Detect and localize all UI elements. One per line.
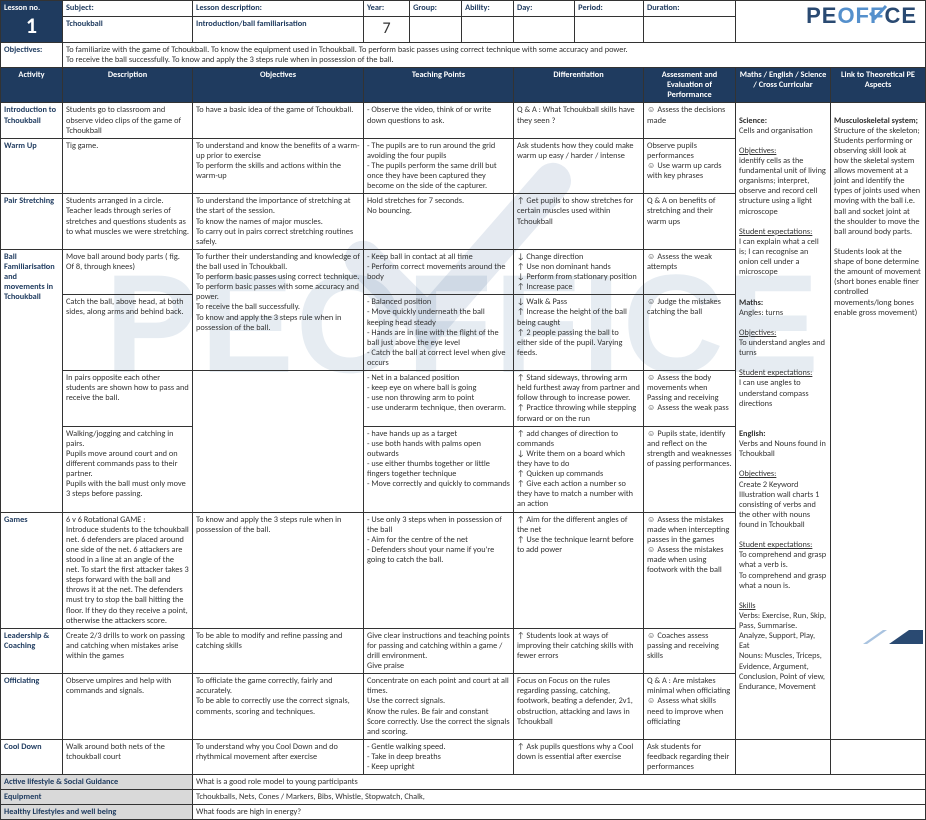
day-label: Day: bbox=[517, 3, 532, 13]
assess-cell: ☺ Assess the decisions made bbox=[644, 103, 736, 138]
subject-label: Subject: bbox=[66, 3, 94, 13]
group-label: Group: bbox=[413, 3, 437, 13]
row-active-lifestyle: Active lifestyle & Social Guidance What … bbox=[1, 775, 926, 790]
desc-value: Introduction/ball familiarisation bbox=[193, 16, 364, 42]
subject-value: Tchoukball bbox=[63, 16, 193, 42]
objectives-label: Objectives: bbox=[1, 42, 63, 67]
ability-label: Ability: bbox=[465, 3, 490, 13]
year-label: Year: bbox=[367, 3, 384, 13]
objectives-text: To familiarize with the game of Tchoukba… bbox=[63, 42, 926, 67]
col-assess: Assessment and Evaluation of Performance bbox=[644, 68, 736, 103]
row-equipment: Equipment Tchoukballs, Nets, Cones / Mar… bbox=[1, 790, 926, 805]
desc-label: Lesson description: bbox=[196, 3, 262, 13]
lesson-plan-table: Lesson no. 1 Subject: Lesson description… bbox=[0, 0, 926, 820]
col-activity: Activity bbox=[1, 68, 63, 103]
year-value: 7 bbox=[364, 16, 410, 42]
logo: PEOFFCE bbox=[806, 3, 917, 28]
row-healthy: Healthy Lifestyles and well being What f… bbox=[1, 805, 926, 820]
col-diff: Differentiation bbox=[514, 68, 644, 103]
row-cooldown: Cool Down Walk around both nets of the t… bbox=[1, 739, 926, 774]
diff-cell: Q & A : What Tchoukball skills have they… bbox=[514, 103, 644, 138]
col-cross: Maths / English / Science / Cross Curric… bbox=[736, 68, 831, 103]
period-label: Period: bbox=[578, 3, 603, 13]
col-objectives: Objectives bbox=[193, 68, 364, 103]
duration-label: Duration: bbox=[647, 3, 680, 13]
col-link: Link to Theoretical PE Aspects bbox=[831, 68, 926, 103]
col-description: Description bbox=[63, 68, 193, 103]
obj-cell: To have a basic idea of the game of Tcho… bbox=[193, 103, 364, 138]
lesson-no: 1 bbox=[4, 13, 59, 40]
cross-curricular-cell: Science:Cells and organisation Objective… bbox=[736, 103, 831, 739]
link-cell: Musculoskeletal system;Structure of the … bbox=[831, 103, 926, 739]
activity-cell: Introduction to Tchoukball bbox=[1, 103, 63, 138]
desc-cell: Students go to classroom and observe vid… bbox=[63, 103, 193, 138]
row-intro: Introduction to Tchoukball Students go t… bbox=[1, 103, 926, 138]
col-teaching: Teaching Points bbox=[364, 68, 514, 103]
teach-cell: - Observe the video, think of or write d… bbox=[364, 103, 514, 138]
